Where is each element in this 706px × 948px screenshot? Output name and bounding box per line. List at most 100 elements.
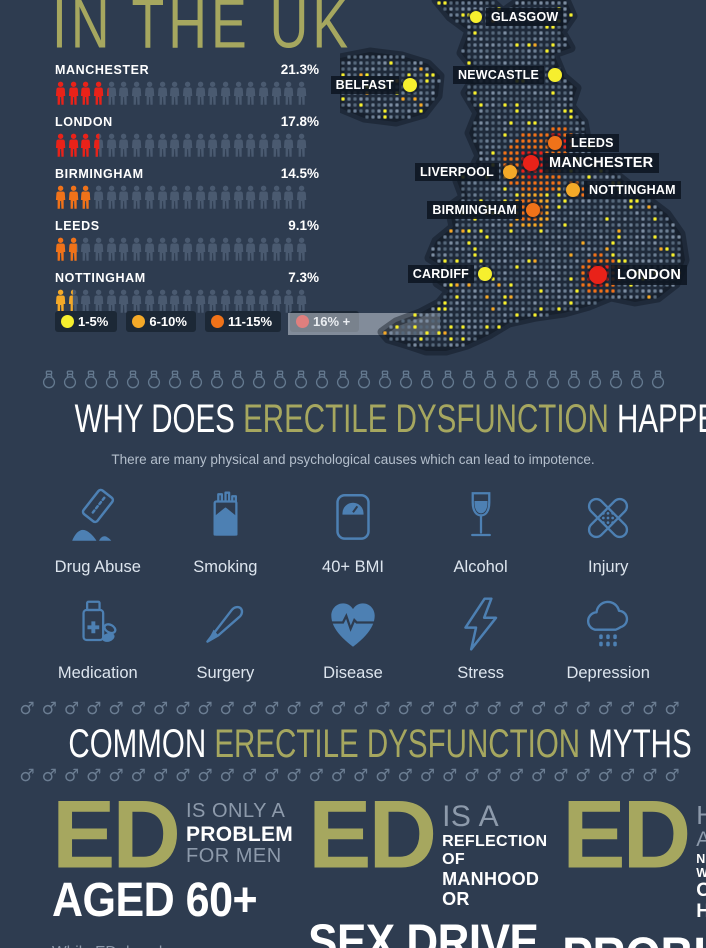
person-icon — [169, 132, 180, 159]
myth-headline: ED HASABSOLUTELYNOTHING TO DO WITHOTHER H… — [562, 786, 706, 922]
cause-item: 40+ BMI — [289, 487, 417, 577]
map-city-label: GLASGOW — [486, 8, 564, 26]
person-icon — [220, 184, 231, 211]
person-icon — [182, 184, 193, 211]
person-icon — [93, 184, 104, 211]
lightbulb-icon — [252, 370, 266, 391]
map-city-glasgow: GLASGOW — [470, 8, 564, 26]
person-icon — [131, 236, 142, 263]
lightbulb-icon — [399, 370, 413, 391]
stat-city-name: MANCHESTER — [55, 63, 150, 77]
lightbulb-icon — [210, 370, 224, 391]
stat-city-name: LEEDS — [55, 219, 100, 233]
person-icon — [55, 236, 66, 263]
person-icon — [93, 132, 104, 159]
map-city-label: LEEDS — [566, 134, 619, 152]
cause-item: Disease — [289, 593, 417, 683]
person-icon — [68, 80, 79, 107]
cause-label: Surgery — [196, 664, 255, 682]
person-icon — [131, 80, 142, 107]
lightbulb-icon — [231, 370, 245, 391]
person-icon — [220, 80, 231, 107]
myth-headline-line: PROBLEM — [185, 822, 294, 846]
stat-city-percent: 17.8% — [280, 114, 319, 129]
person-icon — [296, 236, 307, 263]
map-city-manchester: MANCHESTER — [523, 153, 660, 173]
person-icon — [106, 236, 117, 263]
person-icon — [283, 80, 294, 107]
person-icon — [55, 80, 66, 107]
lightbulb-icon — [105, 370, 119, 391]
cause-label: Stress — [457, 664, 504, 682]
cause-label: Alcohol — [453, 558, 508, 576]
person-icon — [93, 236, 104, 263]
myth-headline-line: NOTHING TO DO WITH — [696, 851, 706, 880]
map-city-label: NEWCASTLE — [453, 66, 544, 84]
legend-color-dot — [61, 315, 74, 328]
myth-headline-line: OTHER HEALTH — [696, 879, 706, 923]
lightbulb-icon — [588, 370, 602, 391]
cause-item: Medication — [34, 593, 162, 683]
stat-row-header: LEEDS 9.1% — [55, 218, 319, 233]
person-icon — [68, 236, 79, 263]
person-icon — [68, 132, 79, 159]
person-icon — [245, 80, 256, 107]
myth-headline: ED IS A REFLECTION OF MANHOOD OR — [308, 780, 547, 910]
map-city-dot — [523, 155, 539, 171]
male-symbol-row-bottom: ♂♂♂♂♂♂♂♂♂♂♂♂♂♂♂♂♂♂♂♂♂♂♂♂♂♂♂♂♂♂ — [19, 768, 687, 785]
lightbulb-icon — [651, 370, 665, 391]
myth-big-word: AGED 60+ — [52, 873, 258, 928]
lightbulb-icon-row — [0, 370, 706, 391]
lightbulb-icon — [420, 370, 434, 391]
lightbulb-icon — [525, 370, 539, 391]
map-city-dot — [526, 203, 540, 217]
lightbulb-icon — [294, 370, 308, 391]
stat-city-name: BIRMINGHAM — [55, 167, 144, 181]
cause-item: Drug Abuse — [34, 487, 162, 577]
myth-headline-line: FOR MEN — [185, 845, 282, 868]
map-city-dot — [403, 78, 417, 92]
cause-item: Surgery — [162, 593, 290, 683]
page-title: IN THE UK — [52, 0, 353, 64]
myth-ed-word: ED — [52, 780, 181, 889]
causes-row-2: Medication Surgery Disease Stress Depression — [0, 593, 706, 683]
person-icon — [106, 80, 117, 107]
myth-big-word: PROBLEMS — [562, 930, 706, 948]
map-city-newcastle: NEWCASTLE — [453, 66, 562, 84]
person-icon — [93, 80, 104, 107]
legend-color-dot — [210, 315, 224, 328]
cause-label: Drug Abuse — [54, 558, 141, 576]
map-city-label: BELFAST — [330, 76, 399, 94]
person-icon — [283, 184, 294, 211]
myths-section: ♂♂♂♂♂♂♂♂♂♂♂♂♂♂♂♂♂♂♂♂♂♂♂♂♂♂♂♂♂♂ COMMON ER… — [0, 683, 706, 948]
lightbulb-icon — [315, 370, 329, 391]
myth-headline-stack: IS A REFLECTION OF MANHOOD OR — [442, 800, 547, 910]
map-city-london: LONDON — [589, 265, 688, 285]
person-icon — [233, 132, 244, 159]
person-icon — [80, 236, 91, 263]
myth-headline-line: MANHOOD OR — [442, 869, 540, 910]
uk-dot-map: GLASGOW BELFAST NEWCASTLE LEEDS MANCHESTER LI… — [330, 0, 706, 356]
myth-ed-word: ED — [308, 780, 437, 889]
stat-pictogram-row — [55, 132, 319, 159]
stat-city-percent: 7.3% — [288, 270, 319, 285]
person-icon — [283, 132, 294, 159]
map-city-label: NOTTINGHAM — [584, 181, 681, 199]
stat-city-percent: 9.1% — [288, 218, 319, 233]
person-icon — [131, 132, 142, 159]
person-icon — [118, 184, 129, 211]
person-icon — [157, 236, 168, 263]
map-city-dot — [548, 68, 562, 82]
lightbulb-icon — [168, 370, 182, 391]
stat-row: MANCHESTER 21.3% — [55, 62, 319, 107]
map-city-dot — [589, 266, 607, 284]
map-city-label: MANCHESTER — [543, 153, 660, 173]
stat-row-header: LONDON 17.8% — [55, 114, 319, 129]
person-icon — [195, 184, 206, 211]
cause-item: Depression — [544, 593, 672, 683]
map-city-dot — [566, 183, 580, 197]
lightbulb-icon — [147, 370, 161, 391]
myth-headline-stack: HASABSOLUTELYNOTHING TO DO WITHOTHER HEA… — [696, 801, 706, 922]
person-icon — [144, 132, 155, 159]
